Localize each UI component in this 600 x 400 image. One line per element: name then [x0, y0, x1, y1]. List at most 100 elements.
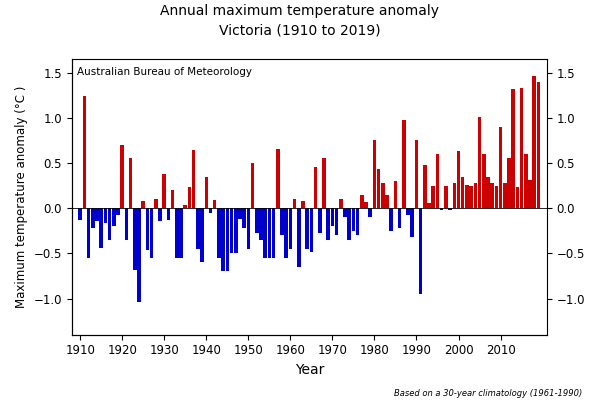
Bar: [503, 183, 506, 208]
Bar: [205, 176, 208, 208]
Bar: [515, 187, 519, 208]
Bar: [154, 199, 158, 208]
Bar: [108, 208, 112, 240]
Bar: [444, 186, 448, 208]
Bar: [511, 89, 515, 208]
Bar: [129, 158, 133, 208]
Bar: [352, 208, 355, 231]
Bar: [259, 208, 263, 240]
Bar: [234, 208, 238, 253]
Bar: [79, 208, 82, 220]
Bar: [528, 180, 532, 208]
Bar: [364, 202, 368, 208]
Text: Annual maximum temperature anomaly: Annual maximum temperature anomaly: [161, 4, 439, 18]
Bar: [230, 208, 233, 253]
Bar: [158, 208, 162, 221]
Bar: [536, 82, 540, 208]
Bar: [255, 208, 259, 234]
Bar: [410, 208, 414, 237]
Bar: [213, 200, 217, 208]
Bar: [167, 208, 170, 220]
Text: Victoria (1910 to 2019): Victoria (1910 to 2019): [219, 24, 381, 38]
Bar: [452, 183, 456, 208]
Bar: [482, 154, 485, 208]
X-axis label: Year: Year: [295, 363, 324, 377]
Bar: [289, 208, 292, 249]
Bar: [125, 208, 128, 240]
Bar: [184, 204, 187, 208]
Bar: [331, 208, 334, 226]
Bar: [360, 195, 364, 208]
Bar: [356, 208, 359, 235]
Bar: [100, 208, 103, 248]
Bar: [175, 208, 179, 258]
Bar: [478, 117, 481, 208]
Bar: [284, 208, 288, 258]
Bar: [343, 208, 347, 217]
Bar: [305, 208, 309, 249]
Bar: [402, 120, 406, 208]
Bar: [121, 145, 124, 208]
Bar: [499, 127, 502, 208]
Bar: [200, 208, 204, 262]
Y-axis label: Maximum temperature anomaly (°C ): Maximum temperature anomaly (°C ): [15, 86, 28, 308]
Bar: [381, 183, 385, 208]
Bar: [301, 201, 305, 208]
Bar: [385, 195, 389, 208]
Bar: [373, 140, 376, 208]
Bar: [318, 208, 322, 234]
Bar: [398, 208, 401, 228]
Bar: [263, 208, 267, 258]
Bar: [440, 208, 443, 210]
Bar: [188, 187, 191, 208]
Bar: [276, 150, 280, 208]
Bar: [226, 208, 229, 272]
Bar: [314, 168, 317, 208]
Bar: [431, 186, 435, 208]
Bar: [87, 208, 91, 258]
Bar: [507, 158, 511, 208]
Bar: [520, 88, 523, 208]
Bar: [486, 176, 490, 208]
Bar: [104, 208, 107, 223]
Bar: [150, 208, 154, 258]
Bar: [473, 183, 477, 208]
Bar: [423, 165, 427, 208]
Bar: [532, 76, 536, 208]
Bar: [221, 208, 225, 272]
Bar: [116, 208, 120, 215]
Bar: [142, 201, 145, 208]
Bar: [368, 208, 372, 217]
Bar: [419, 208, 422, 294]
Bar: [377, 169, 380, 208]
Bar: [297, 208, 301, 267]
Bar: [217, 208, 221, 258]
Bar: [280, 208, 284, 235]
Bar: [133, 208, 137, 270]
Bar: [146, 208, 149, 250]
Bar: [448, 208, 452, 210]
Bar: [339, 199, 343, 208]
Bar: [171, 190, 175, 208]
Bar: [406, 208, 410, 215]
Bar: [137, 208, 141, 302]
Bar: [490, 183, 494, 208]
Bar: [310, 208, 313, 252]
Bar: [179, 208, 183, 258]
Bar: [326, 208, 330, 240]
Bar: [83, 96, 86, 208]
Bar: [524, 154, 527, 208]
Bar: [335, 208, 338, 235]
Bar: [465, 185, 469, 208]
Bar: [247, 208, 250, 249]
Bar: [461, 176, 464, 208]
Bar: [272, 208, 275, 258]
Bar: [163, 174, 166, 208]
Text: Australian Bureau of Meteorology: Australian Bureau of Meteorology: [77, 67, 251, 77]
Bar: [192, 150, 196, 208]
Bar: [415, 140, 418, 208]
Bar: [457, 151, 460, 208]
Bar: [112, 208, 116, 226]
Bar: [196, 208, 200, 249]
Bar: [469, 186, 473, 208]
